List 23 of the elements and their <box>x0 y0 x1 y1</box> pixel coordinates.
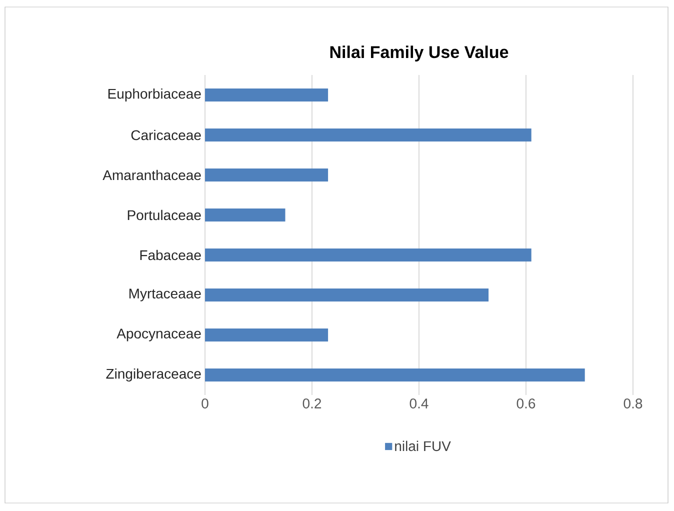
bar <box>205 88 328 102</box>
bar <box>205 128 532 142</box>
y-tick-label: Fabaceae <box>140 250 201 260</box>
bar <box>205 168 328 182</box>
x-tick-label: 0.6 <box>516 398 536 408</box>
bar <box>205 208 286 222</box>
bar <box>205 248 532 262</box>
x-tick-label: 0.4 <box>410 398 428 408</box>
y-tick-label: Amaranthaceae <box>102 170 201 180</box>
y-tick-label: Portulaceae <box>128 210 201 220</box>
bar <box>205 368 585 382</box>
y-tick-label: Zingiberaceace <box>106 368 201 382</box>
y-tick-label: Caricaceae <box>131 130 201 140</box>
x-tick-label: 0.2 <box>302 398 322 408</box>
y-tick-label: Apocynaceae <box>116 328 201 342</box>
bar <box>205 288 489 302</box>
y-tick-label: Euphorbiaceae <box>108 88 201 102</box>
y-tick-label: Myrtaceaae <box>129 288 201 302</box>
x-tick-label: 0.8 <box>624 398 642 408</box>
x-tick-label: 0 <box>202 398 208 408</box>
bar <box>205 328 328 342</box>
chart-title: Nilai Family Use Value <box>330 46 508 62</box>
legend-label: nilai FUV <box>395 440 451 452</box>
